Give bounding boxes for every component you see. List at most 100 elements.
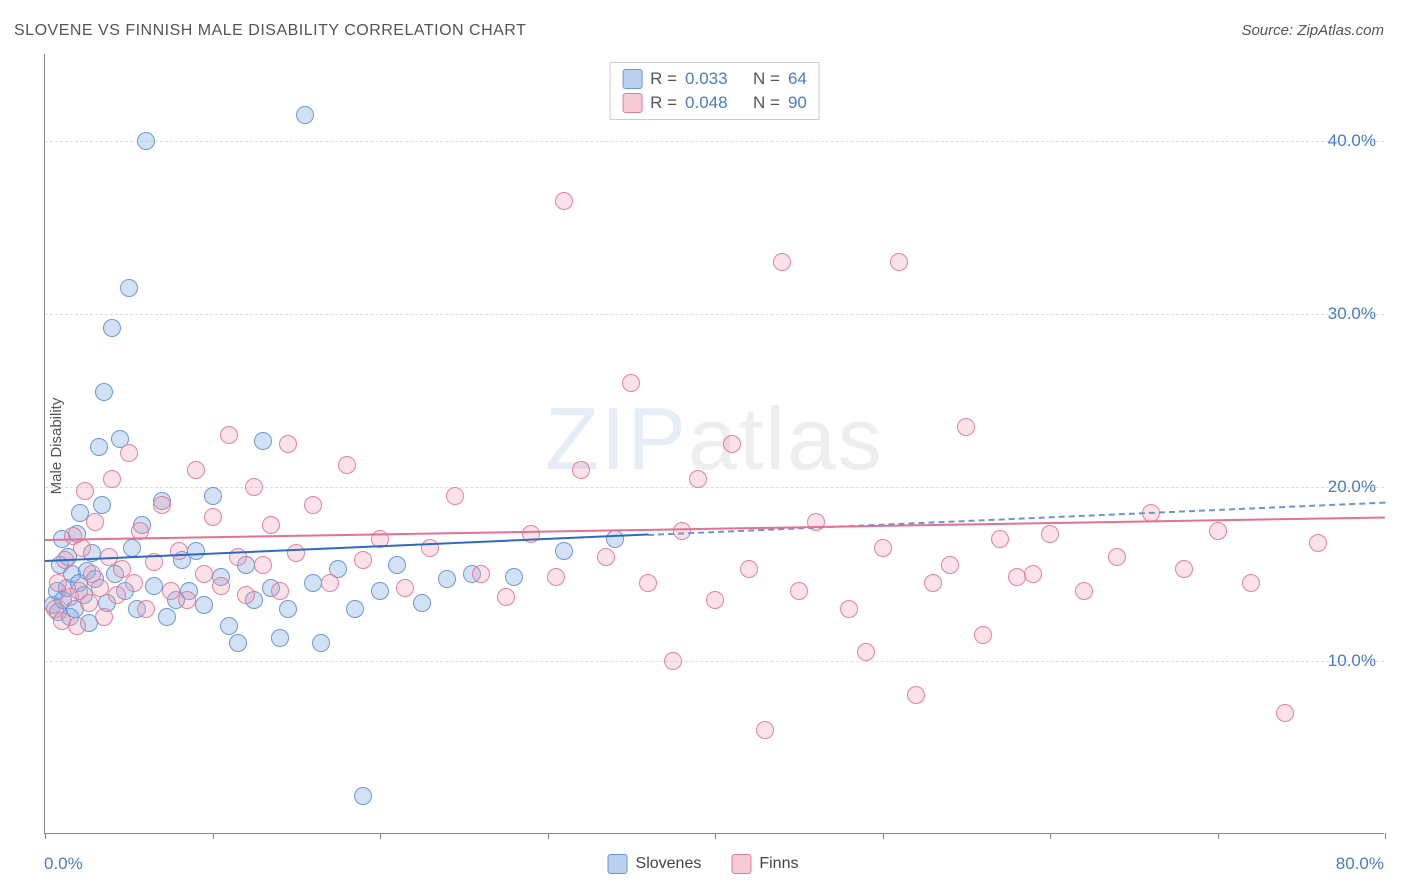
gridline bbox=[45, 314, 1384, 315]
data-point-slovenes bbox=[120, 279, 138, 297]
data-point-finns bbox=[622, 374, 640, 392]
data-point-finns bbox=[957, 418, 975, 436]
data-point-finns bbox=[1242, 574, 1260, 592]
swatch-slovenes-icon bbox=[608, 854, 628, 874]
series-legend: Slovenes Finns bbox=[608, 854, 799, 874]
data-point-finns bbox=[597, 548, 615, 566]
data-point-finns bbox=[178, 591, 196, 609]
chart-title: SLOVENE VS FINNISH MALE DISABILITY CORRE… bbox=[14, 22, 526, 40]
data-point-slovenes bbox=[413, 594, 431, 612]
plot-area: ZIPatlas R = 0.033 N = 64 R = 0.048 N = … bbox=[44, 54, 1384, 834]
r-label: R = bbox=[650, 69, 677, 89]
data-point-finns bbox=[76, 482, 94, 500]
data-point-finns bbox=[1024, 565, 1042, 583]
data-point-slovenes bbox=[90, 438, 108, 456]
data-point-finns bbox=[204, 508, 222, 526]
data-point-finns bbox=[1041, 525, 1059, 543]
data-point-finns bbox=[1108, 548, 1126, 566]
data-point-slovenes bbox=[229, 634, 247, 652]
data-point-slovenes bbox=[204, 487, 222, 505]
data-point-finns bbox=[1209, 522, 1227, 540]
data-point-finns bbox=[245, 478, 263, 496]
data-point-finns bbox=[1008, 568, 1026, 586]
data-point-finns bbox=[773, 253, 791, 271]
x-tick bbox=[548, 833, 549, 839]
data-point-finns bbox=[446, 487, 464, 505]
data-point-slovenes bbox=[312, 634, 330, 652]
data-point-slovenes bbox=[354, 787, 372, 805]
data-point-slovenes bbox=[103, 319, 121, 337]
r-value-finns: 0.048 bbox=[685, 93, 728, 113]
data-point-finns bbox=[287, 544, 305, 562]
data-point-slovenes bbox=[388, 556, 406, 574]
data-point-slovenes bbox=[555, 542, 573, 560]
data-point-finns bbox=[555, 192, 573, 210]
data-point-finns bbox=[103, 470, 121, 488]
watermark-bold: ZIP bbox=[545, 388, 688, 487]
data-point-slovenes bbox=[187, 542, 205, 560]
n-value-slovenes: 64 bbox=[788, 69, 807, 89]
data-point-finns bbox=[338, 456, 356, 474]
n-label: N = bbox=[753, 69, 780, 89]
data-point-finns bbox=[162, 582, 180, 600]
data-point-slovenes bbox=[304, 574, 322, 592]
data-point-finns bbox=[153, 496, 171, 514]
data-point-slovenes bbox=[158, 608, 176, 626]
data-point-finns bbox=[497, 588, 515, 606]
data-point-finns bbox=[639, 574, 657, 592]
n-value-finns: 90 bbox=[788, 93, 807, 113]
data-point-finns bbox=[664, 652, 682, 670]
stats-row-slovenes: R = 0.033 N = 64 bbox=[622, 67, 807, 91]
gridline bbox=[45, 661, 1384, 662]
x-tick bbox=[883, 833, 884, 839]
data-point-finns bbox=[137, 600, 155, 618]
data-point-finns bbox=[187, 461, 205, 479]
data-point-finns bbox=[840, 600, 858, 618]
data-point-finns bbox=[689, 470, 707, 488]
data-point-finns bbox=[547, 568, 565, 586]
data-point-finns bbox=[125, 574, 143, 592]
x-tick-label-max: 80.0% bbox=[1336, 854, 1384, 874]
stats-row-finns: R = 0.048 N = 90 bbox=[622, 91, 807, 115]
data-point-finns bbox=[237, 586, 255, 604]
data-point-slovenes bbox=[346, 600, 364, 618]
x-tick bbox=[715, 833, 716, 839]
data-point-finns bbox=[907, 686, 925, 704]
data-point-slovenes bbox=[93, 496, 111, 514]
data-point-finns bbox=[80, 594, 98, 612]
legend-item-slovenes: Slovenes bbox=[608, 854, 702, 874]
x-tick bbox=[45, 833, 46, 839]
data-point-finns bbox=[857, 643, 875, 661]
data-point-finns bbox=[572, 461, 590, 479]
legend-label-finns: Finns bbox=[759, 855, 798, 873]
swatch-finns-icon bbox=[731, 854, 751, 874]
watermark-thin: atlas bbox=[688, 388, 884, 487]
data-point-finns bbox=[95, 608, 113, 626]
data-point-slovenes bbox=[606, 530, 624, 548]
data-point-slovenes bbox=[296, 106, 314, 124]
data-point-slovenes bbox=[145, 577, 163, 595]
x-tick bbox=[380, 833, 381, 839]
data-point-finns bbox=[421, 539, 439, 557]
data-point-slovenes bbox=[438, 570, 456, 588]
data-point-finns bbox=[740, 560, 758, 578]
data-point-slovenes bbox=[195, 596, 213, 614]
source-credit: Source: ZipAtlas.com bbox=[1241, 22, 1384, 39]
y-tick-label: 30.0% bbox=[1328, 304, 1376, 324]
data-point-finns bbox=[108, 586, 126, 604]
x-tick bbox=[1050, 833, 1051, 839]
data-point-finns bbox=[1175, 560, 1193, 578]
data-point-finns bbox=[279, 435, 297, 453]
data-point-finns bbox=[212, 577, 230, 595]
data-point-slovenes bbox=[371, 582, 389, 600]
data-point-finns bbox=[706, 591, 724, 609]
data-point-finns bbox=[890, 253, 908, 271]
data-point-finns bbox=[354, 551, 372, 569]
data-point-finns bbox=[673, 522, 691, 540]
data-point-finns bbox=[1075, 582, 1093, 600]
data-point-slovenes bbox=[220, 617, 238, 635]
data-point-finns bbox=[472, 565, 490, 583]
data-point-finns bbox=[874, 539, 892, 557]
data-point-finns bbox=[321, 574, 339, 592]
legend-item-finns: Finns bbox=[731, 854, 798, 874]
